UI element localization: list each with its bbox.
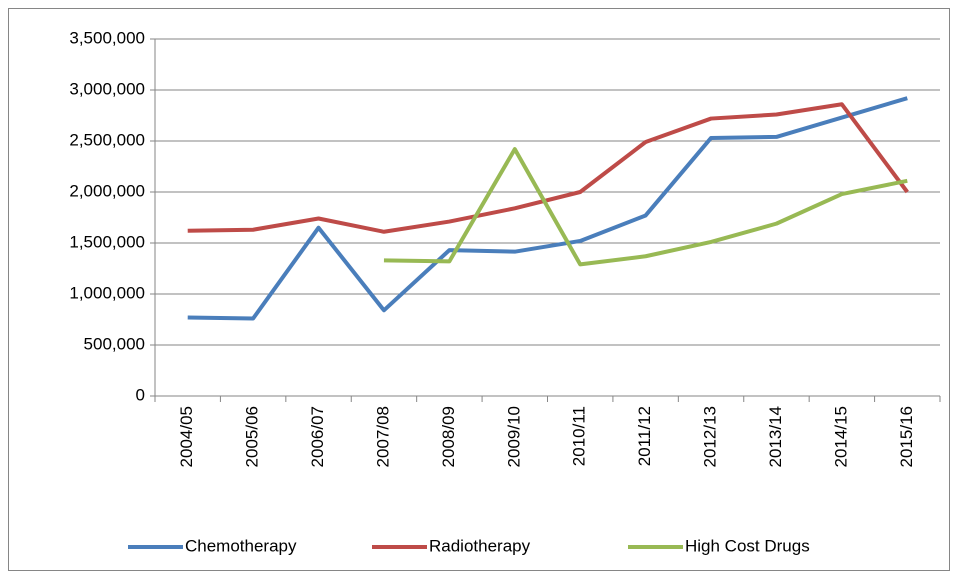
chart-frame	[8, 8, 950, 571]
x-tick-label: 2005/06	[243, 406, 262, 467]
x-tick-label: 2010/11	[570, 406, 589, 466]
series-line	[187, 96, 908, 321]
x-tick-label: 2004/05	[177, 406, 196, 467]
series-line	[187, 102, 909, 234]
x-tick-label: 2015/16	[897, 406, 916, 467]
y-tick-label: 3,500,000	[69, 28, 145, 47]
x-tick-label: 2008/09	[439, 406, 458, 467]
series-line	[383, 147, 908, 267]
y-tick-label: 500,000	[84, 334, 145, 353]
legend-label: High Cost Drugs	[685, 536, 810, 555]
x-tick-label: 2007/08	[373, 406, 392, 467]
y-tick-label: 1,500,000	[69, 232, 145, 251]
x-tick-label: 2006/07	[308, 406, 327, 467]
x-tick-label: 2009/10	[504, 406, 523, 467]
legend-label: Chemotherapy	[185, 536, 297, 555]
y-tick-label: 0	[136, 385, 145, 404]
y-tick-label: 2,500,000	[69, 130, 145, 149]
x-tick-label: 2013/14	[766, 406, 785, 467]
x-tick-label: 2012/13	[701, 406, 720, 467]
y-tick-label: 3,000,000	[69, 79, 145, 98]
legend-label: Radiotherapy	[429, 536, 531, 555]
x-tick-label: 2014/15	[831, 406, 850, 467]
x-tick-label: 2011/12	[635, 406, 654, 466]
y-tick-label: 2,000,000	[69, 181, 145, 200]
y-tick-label: 1,000,000	[69, 283, 145, 302]
